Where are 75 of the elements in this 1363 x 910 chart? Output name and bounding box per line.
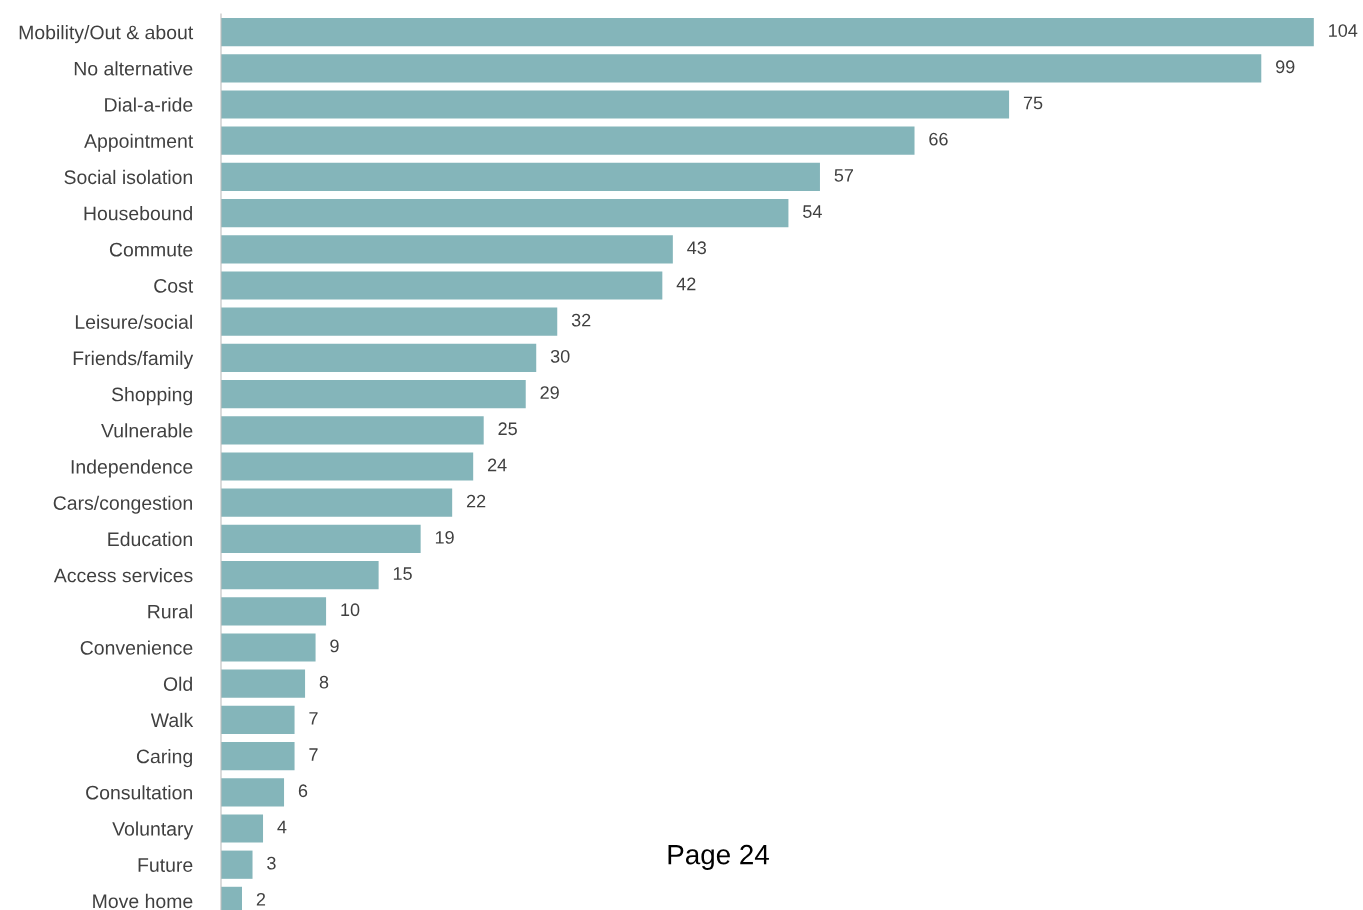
y-tick-label: No alternative [74,61,193,76]
data-label: 25 [498,422,517,436]
data-label: 6 [298,784,308,798]
bar [221,488,453,517]
y-tick-label: Rural [148,604,192,619]
y-tick-label: Cars/congestion [53,495,192,514]
bar [221,524,421,554]
data-label: 99 [1276,60,1295,74]
y-tick-label: Commute [109,242,193,257]
data-label: 22 [466,494,486,508]
bar [221,307,558,336]
data-label: 30 [550,349,570,363]
data-label: 15 [393,567,412,580]
y-tick-label: Education [108,531,192,547]
data-label: 24 [487,458,507,472]
data-label: 54 [803,205,822,218]
data-label: 75 [1023,96,1043,110]
y-tick-label: Future [138,858,193,872]
data-label: 19 [435,530,454,544]
y-tick-label: Move home [93,893,193,909]
bar [221,198,789,228]
bar [221,17,1314,47]
bar [221,597,327,626]
bar [221,778,285,807]
bar [221,379,526,409]
data-label: 3 [267,856,276,870]
bar [221,452,474,481]
data-label: 7 [309,712,318,725]
y-tick-label: Leisure/social [75,314,192,329]
bar [221,162,820,192]
y-tick-label: Voluntary [112,821,194,840]
y-tick-label: Access services [53,568,193,583]
data-label: 57 [834,169,854,182]
y-tick-label: Appointment [84,133,194,152]
bar [221,416,484,445]
y-tick-label: Mobility/Out & about [19,25,194,44]
bar [221,560,379,590]
data-label: 104 [1329,24,1358,37]
data-label: 8 [319,675,329,689]
y-tick-label: Social isolation [64,169,192,185]
data-label: 2 [256,892,266,906]
bar [221,126,915,155]
y-tick-label: Friends/family [73,350,194,369]
bar [221,343,537,373]
data-label: 43 [687,241,707,255]
data-label: 9 [330,639,339,653]
data-label: 42 [676,277,696,291]
annotation: Page 24 [668,844,769,870]
y-tick-label: Shopping [111,387,192,406]
bar [221,814,264,843]
data-label: 66 [929,132,948,146]
y-tick-label: Old [163,676,192,691]
y-tick-label: Walk [150,712,194,728]
y-tick-label: Housebound [84,206,192,221]
bar [221,235,673,264]
data-label: 10 [341,603,360,617]
bar [221,90,1010,119]
bar [221,669,306,698]
y-tick-label: Convenience [80,640,193,655]
y-tick-label: Dial-a-ride [105,97,193,112]
data-label: 4 [277,820,287,834]
y-tick-label: Consultation [86,785,192,800]
bar [221,705,295,735]
bar [221,271,663,300]
bar [221,741,295,771]
bar [221,54,1262,83]
y-tick-label: Cost [154,278,194,293]
y-tick-label: Caring [136,749,192,768]
bar [221,633,316,662]
data-label: 29 [540,386,559,399]
data-label: 32 [571,313,591,327]
bar [221,850,253,879]
y-tick-label: Vulnerable [101,423,193,438]
y-tick-label: Independence [71,459,193,478]
data-label: 7 [309,748,318,761]
